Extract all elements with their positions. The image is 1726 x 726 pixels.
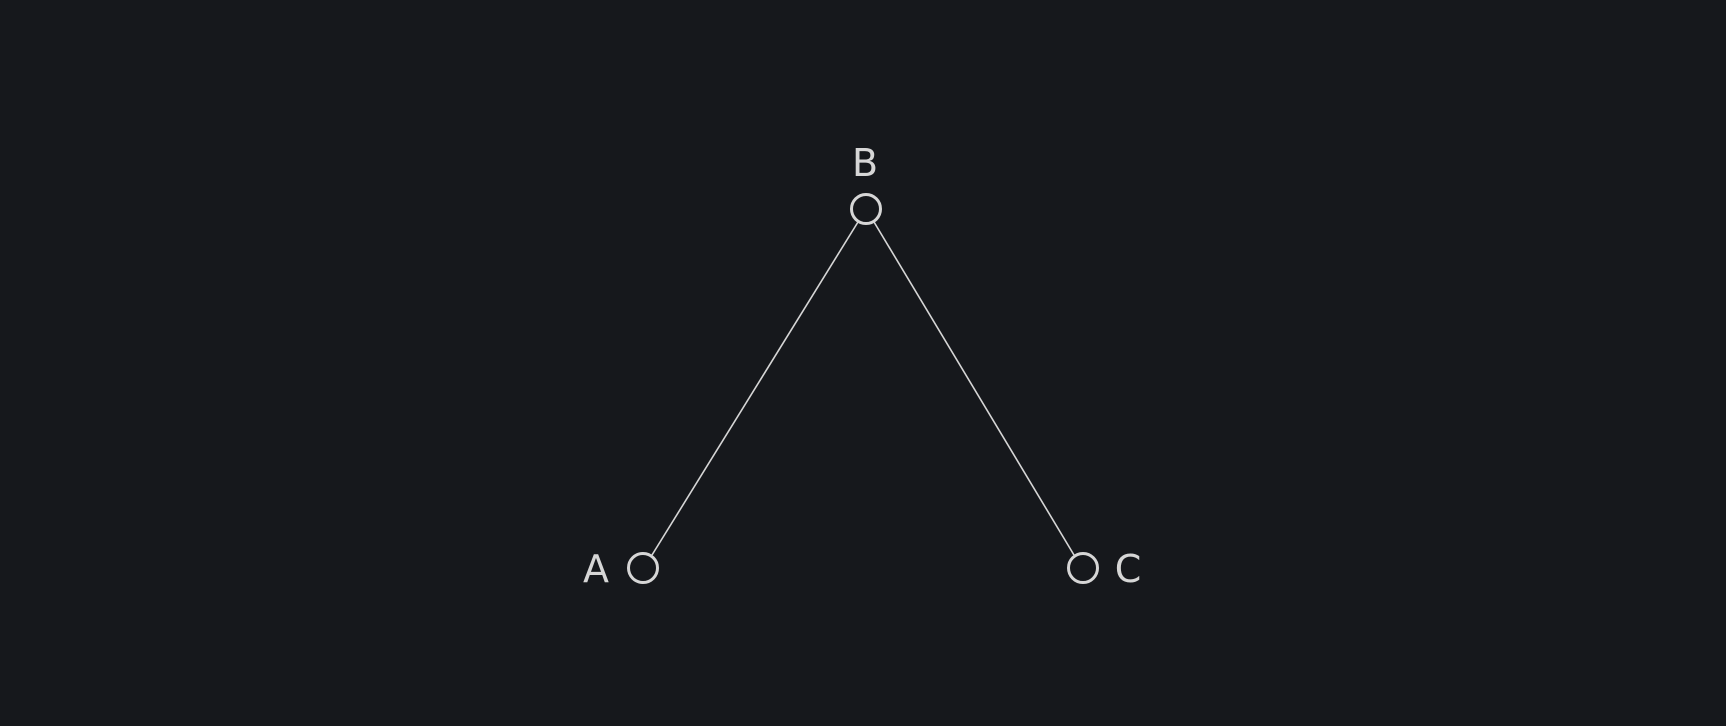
edge-a-b [651,221,859,556]
node-c-label: C [1115,547,1142,591]
edge-b-c [873,221,1075,556]
node-a-label: A [583,547,609,591]
node-b-label: B [852,141,878,185]
node-c[interactable] [1067,552,1099,584]
node-a[interactable] [627,552,659,584]
node-b[interactable] [850,193,882,225]
